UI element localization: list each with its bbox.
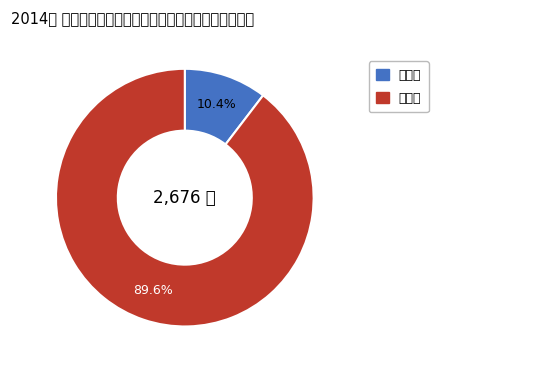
Wedge shape bbox=[56, 69, 314, 326]
Wedge shape bbox=[185, 69, 263, 145]
Text: 2,676 人: 2,676 人 bbox=[153, 188, 216, 207]
Legend: 小売業, 卵売業: 小売業, 卵売業 bbox=[369, 61, 429, 112]
Text: 10.4%: 10.4% bbox=[197, 98, 236, 111]
Text: 89.6%: 89.6% bbox=[133, 284, 173, 297]
Text: 2014年 商業の従業者数にしめる卵売業と小売業のシェア: 2014年 商業の従業者数にしめる卵売業と小売業のシェア bbox=[11, 11, 254, 26]
